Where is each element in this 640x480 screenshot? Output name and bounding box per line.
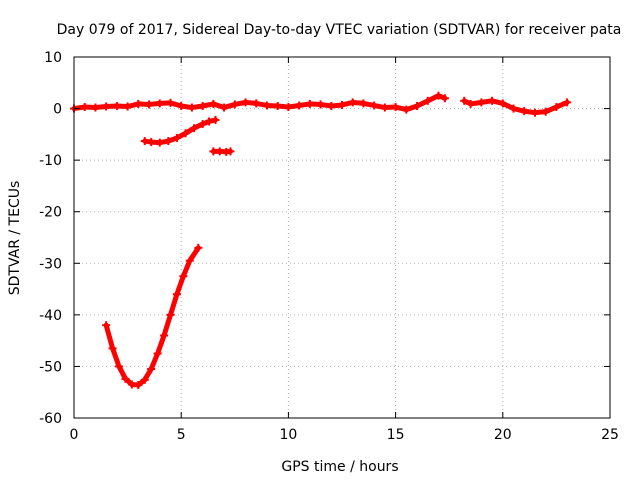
trace-segment	[148, 351, 161, 372]
trace-segment	[161, 312, 173, 338]
x-tick-label: 5	[177, 427, 186, 443]
y-tick-label: -10	[39, 153, 62, 169]
y-tick-label: -20	[39, 205, 62, 221]
y-tick-label: -50	[39, 359, 62, 375]
trace-segment	[155, 332, 167, 357]
data-point	[563, 98, 572, 107]
y-axis-label: SDTVAR / TECUs	[7, 181, 23, 296]
data-point	[440, 94, 449, 103]
plot-frame	[73, 56, 611, 419]
data-points	[70, 91, 572, 389]
x-tick-label: 10	[279, 427, 297, 443]
y-tick-label: -40	[39, 308, 62, 324]
trace-segment	[103, 322, 116, 351]
chart-title: Day 079 of 2017, Sidereal Day-to-day VTE…	[57, 22, 622, 38]
tick-labels: 0 5 10 15 20 25 10 0 -10 -20 -30 -40 -50 -60	[39, 50, 619, 443]
trace-segment	[174, 273, 186, 297]
data-point	[194, 243, 203, 252]
x-tick-label: 20	[494, 427, 512, 443]
x-axis-label: GPS time / hours	[281, 459, 398, 475]
data-point	[211, 115, 220, 124]
y-tick-label: 0	[53, 102, 62, 118]
x-tick-label: 15	[387, 427, 405, 443]
x-tick-label: 25	[601, 427, 619, 443]
y-tick-label: -30	[39, 256, 62, 272]
trace-segment	[187, 245, 201, 264]
y-tick-label: -60	[39, 411, 62, 427]
axis-ticks	[73, 56, 611, 419]
trace-segment	[180, 258, 193, 279]
x-tick-label: 0	[70, 427, 79, 443]
data-point	[226, 147, 235, 156]
trace-segment	[110, 345, 122, 369]
trace-segment	[167, 291, 180, 318]
y-tick-label: 10	[44, 50, 62, 66]
